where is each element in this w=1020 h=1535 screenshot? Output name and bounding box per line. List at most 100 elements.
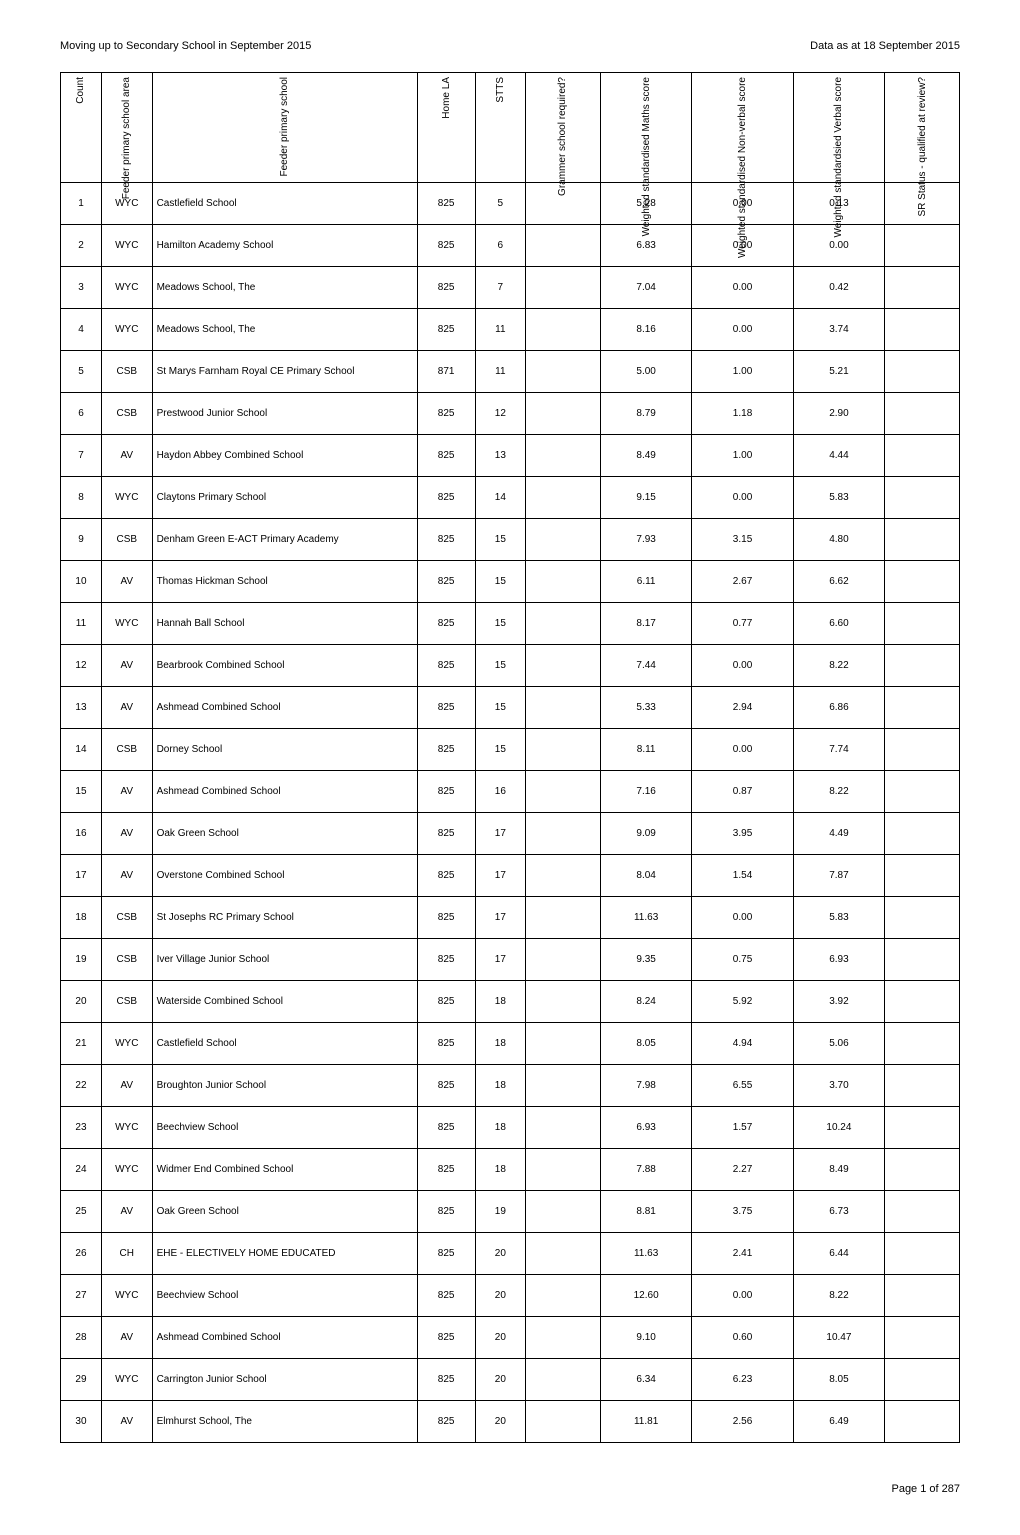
page-number: Page 1 of 287: [891, 1483, 960, 1495]
cell-nonv: 0.00: [692, 897, 793, 939]
cell-la: 825: [417, 1107, 475, 1149]
cell-school: Meadows School, The: [152, 267, 417, 309]
cell-nonv: 3.75: [692, 1191, 793, 1233]
table-row: 13AVAshmead Combined School825155.332.94…: [61, 687, 960, 729]
cell-count: 14: [61, 729, 102, 771]
cell-stts: 5: [475, 183, 526, 225]
cell-nonv: 0.75: [692, 939, 793, 981]
cell-maths: 8.04: [600, 855, 692, 897]
cell-school: Haydon Abbey Combined School: [152, 435, 417, 477]
cell-stts: 17: [475, 855, 526, 897]
table-row: 24WYCWidmer End Combined School825187.88…: [61, 1149, 960, 1191]
cell-sr: [885, 855, 960, 897]
cell-nonv: 0.00: [692, 1275, 793, 1317]
cell-school: St Marys Farnham Royal CE Primary School: [152, 351, 417, 393]
cell-la: 825: [417, 981, 475, 1023]
cell-nonv: 0.77: [692, 603, 793, 645]
table-row: 14CSBDorney School825158.110.007.74: [61, 729, 960, 771]
cell-verb: 5.06: [793, 1023, 885, 1065]
col-area-label: Feeder primary school area: [121, 77, 132, 199]
cell-nonv: 2.67: [692, 561, 793, 603]
cell-count: 2: [61, 225, 102, 267]
cell-school: Beechview School: [152, 1275, 417, 1317]
cell-la: 825: [417, 309, 475, 351]
cell-maths: 8.17: [600, 603, 692, 645]
table-body: 1WYCCastlefield School82555.280.000.132W…: [61, 183, 960, 1443]
col-school: Feeder primary school: [152, 73, 417, 183]
cell-nonv: 0.00: [692, 477, 793, 519]
table-row: 29WYCCarrington Junior School825206.346.…: [61, 1359, 960, 1401]
cell-maths: 8.11: [600, 729, 692, 771]
cell-school: Beechview School: [152, 1107, 417, 1149]
cell-gram: [526, 309, 601, 351]
cell-sr: [885, 1023, 960, 1065]
cell-school: Broughton Junior School: [152, 1065, 417, 1107]
cell-verb: 5.83: [793, 897, 885, 939]
cell-nonv: 1.54: [692, 855, 793, 897]
col-count-label: Count: [75, 77, 86, 104]
cell-maths: 12.60: [600, 1275, 692, 1317]
cell-gram: [526, 981, 601, 1023]
cell-verb: 8.22: [793, 1275, 885, 1317]
cell-count: 24: [61, 1149, 102, 1191]
data-table: Count Feeder primary school area Feeder …: [60, 72, 960, 1443]
col-area: Feeder primary school area: [101, 73, 152, 183]
table-row: 21WYCCastlefield School825188.054.945.06: [61, 1023, 960, 1065]
cell-area: AV: [101, 1317, 152, 1359]
cell-maths: 11.81: [600, 1401, 692, 1443]
cell-school: Prestwood Junior School: [152, 393, 417, 435]
cell-school: Oak Green School: [152, 813, 417, 855]
table-row: 6CSBPrestwood Junior School825128.791.18…: [61, 393, 960, 435]
cell-maths: 8.05: [600, 1023, 692, 1065]
cell-stts: 18: [475, 1107, 526, 1149]
cell-nonv: 0.00: [692, 309, 793, 351]
cell-area: WYC: [101, 1107, 152, 1149]
cell-stts: 15: [475, 687, 526, 729]
cell-stts: 16: [475, 771, 526, 813]
cell-la: 825: [417, 561, 475, 603]
cell-sr: [885, 1359, 960, 1401]
col-count: Count: [61, 73, 102, 183]
cell-count: 15: [61, 771, 102, 813]
cell-sr: [885, 1275, 960, 1317]
cell-la: 825: [417, 183, 475, 225]
cell-maths: 11.63: [600, 1233, 692, 1275]
col-la: Home LA: [417, 73, 475, 183]
cell-area: WYC: [101, 1023, 152, 1065]
cell-la: 825: [417, 1191, 475, 1233]
cell-verb: 6.62: [793, 561, 885, 603]
cell-school: Hamilton Academy School: [152, 225, 417, 267]
cell-stts: 18: [475, 981, 526, 1023]
cell-school: Widmer End Combined School: [152, 1149, 417, 1191]
cell-count: 12: [61, 645, 102, 687]
cell-count: 20: [61, 981, 102, 1023]
cell-verb: 3.92: [793, 981, 885, 1023]
cell-stts: 15: [475, 729, 526, 771]
cell-verb: 5.83: [793, 477, 885, 519]
col-gram-label: Grammer school required?: [557, 77, 568, 196]
table-row: 15AVAshmead Combined School825167.160.87…: [61, 771, 960, 813]
cell-nonv: 1.18: [692, 393, 793, 435]
cell-count: 11: [61, 603, 102, 645]
cell-maths: 9.09: [600, 813, 692, 855]
cell-nonv: 1.57: [692, 1107, 793, 1149]
cell-count: 25: [61, 1191, 102, 1233]
cell-gram: [526, 645, 601, 687]
cell-gram: [526, 939, 601, 981]
cell-stts: 11: [475, 351, 526, 393]
cell-maths: 7.44: [600, 645, 692, 687]
cell-sr: [885, 1065, 960, 1107]
table-row: 8WYCClaytons Primary School825149.150.00…: [61, 477, 960, 519]
cell-nonv: 5.92: [692, 981, 793, 1023]
cell-nonv: 6.55: [692, 1065, 793, 1107]
cell-sr: [885, 729, 960, 771]
cell-stts: 17: [475, 939, 526, 981]
cell-count: 30: [61, 1401, 102, 1443]
cell-count: 28: [61, 1317, 102, 1359]
cell-area: CSB: [101, 981, 152, 1023]
cell-stts: 13: [475, 435, 526, 477]
cell-la: 825: [417, 1065, 475, 1107]
cell-sr: [885, 1317, 960, 1359]
col-nonv-label: Weighted standardised Non-verbal score: [737, 77, 748, 258]
cell-verb: 6.73: [793, 1191, 885, 1233]
